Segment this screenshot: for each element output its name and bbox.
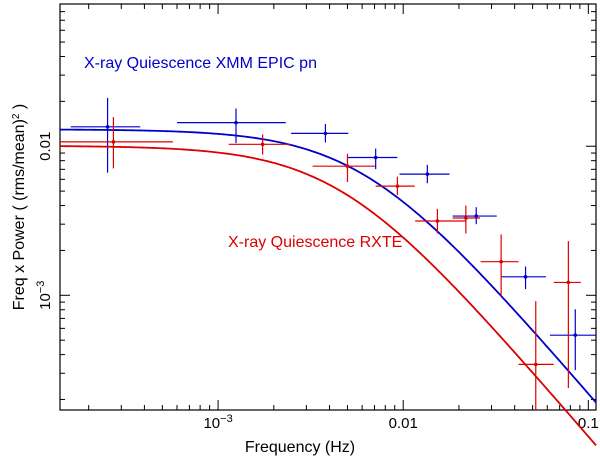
y-axis-title-suffix: ) [11, 104, 28, 114]
model-curve-1 [59, 145, 597, 446]
point-marker [395, 184, 400, 188]
axis-tick-labels: 10−3 0.01 0.1 10−3 0.01 [35, 132, 599, 432]
y-axis-title-exponent: 2 [11, 113, 22, 119]
data-point [549, 309, 596, 371]
data-point [452, 205, 481, 234]
y-axis-title: Freq x Power ( (rms/mean)2 ) [11, 104, 29, 310]
point-marker [464, 216, 468, 220]
point-marker [425, 172, 430, 176]
data-point [70, 97, 141, 173]
point-marker [105, 125, 110, 129]
point-marker [533, 362, 538, 367]
series-layer [59, 97, 597, 446]
x-tick-label: 0.01 [389, 415, 418, 432]
y-tick-label: 0.01 [37, 132, 54, 161]
x-tick-label: 0.1 [578, 415, 599, 432]
legend-xmm-label: X-ray Quiescence XMM EPIC pn [84, 55, 317, 72]
model-curve-0 [59, 128, 597, 404]
plot-frame [59, 3, 597, 411]
axis-ticks [60, 3, 596, 410]
data-point [347, 148, 398, 170]
y-axis-title-prefix: Freq x Power ( (rms/mean) [11, 119, 28, 310]
point-marker [573, 333, 578, 337]
data-point [375, 176, 415, 196]
data-point [415, 208, 466, 234]
data-point [60, 117, 173, 169]
point-marker [523, 275, 528, 279]
data-point [480, 234, 519, 297]
x-axis-title: Frequency (Hz) [245, 439, 355, 456]
data-point [501, 266, 546, 290]
point-marker [566, 280, 571, 285]
y-tick-label: 10−3 [35, 281, 54, 310]
point-marker [435, 219, 440, 223]
data-point [312, 153, 376, 183]
point-marker [499, 259, 503, 264]
data-point [228, 134, 291, 155]
point-marker [345, 164, 350, 168]
point-marker [323, 131, 328, 136]
series-1 [59, 117, 597, 446]
series-0 [59, 97, 597, 404]
data-point [452, 207, 497, 225]
data-point [177, 108, 286, 144]
data-point [291, 123, 349, 143]
x-tick-label: 10−3 [203, 413, 232, 432]
point-marker [474, 214, 479, 218]
data-point [399, 164, 450, 184]
data-point [518, 301, 554, 410]
point-marker [260, 142, 265, 147]
point-marker [373, 155, 378, 160]
point-marker [111, 140, 116, 144]
point-marker [234, 120, 238, 125]
legend-rxte-label: X-ray Quiescence RXTE [228, 234, 402, 251]
data-point [553, 241, 581, 388]
